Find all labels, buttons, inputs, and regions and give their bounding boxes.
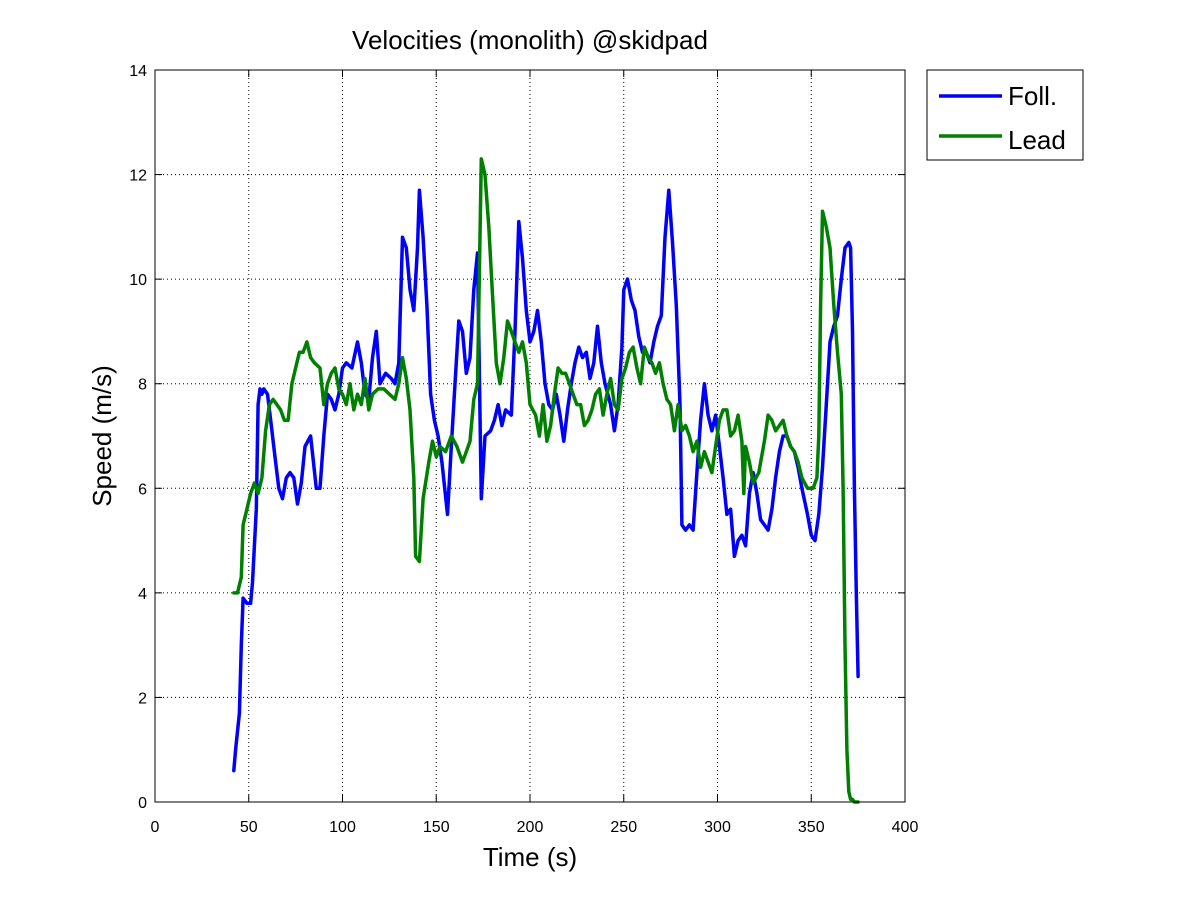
y-tick-label: 4 xyxy=(138,586,147,603)
series-line-lead xyxy=(232,157,860,804)
y-tick-label: 8 xyxy=(138,377,147,394)
x-tick-label: 50 xyxy=(240,819,258,836)
y-tick-label: 10 xyxy=(129,272,147,289)
x-tick-label: 300 xyxy=(704,819,731,836)
legend-box xyxy=(926,69,1084,161)
chart-title: Velocities (monolith) @skidpad xyxy=(352,25,708,55)
axis-ticks: 0 50 100 150 200 250 300 350 400 0 2 4 6 8 10 12 14 xyxy=(129,63,918,836)
series-lines xyxy=(232,157,860,804)
y-tick-label: 12 xyxy=(129,168,147,185)
legend-label-lead: Lead xyxy=(1008,125,1066,155)
x-tick-label: 100 xyxy=(329,819,356,836)
legend-label-foll: Foll. xyxy=(1008,81,1057,111)
plot-area xyxy=(155,70,905,802)
y-tick-label: 2 xyxy=(138,690,147,707)
x-tick-label: 350 xyxy=(798,819,825,836)
y-axis-title: Speed (m/s) xyxy=(87,365,117,507)
y-tick-label: 6 xyxy=(138,481,147,498)
x-tick-label: 200 xyxy=(517,819,544,836)
x-tick-label: 150 xyxy=(423,819,450,836)
y-tick-label: 0 xyxy=(138,795,147,812)
x-tick-label: 400 xyxy=(892,819,919,836)
series-line-foll xyxy=(232,188,860,773)
y-tick-label: 14 xyxy=(129,63,147,80)
x-axis-title: Time (s) xyxy=(483,842,577,872)
legend: Foll. Lead xyxy=(926,69,1084,161)
x-tick-label: 0 xyxy=(151,819,160,836)
x-tick-label: 250 xyxy=(610,819,637,836)
